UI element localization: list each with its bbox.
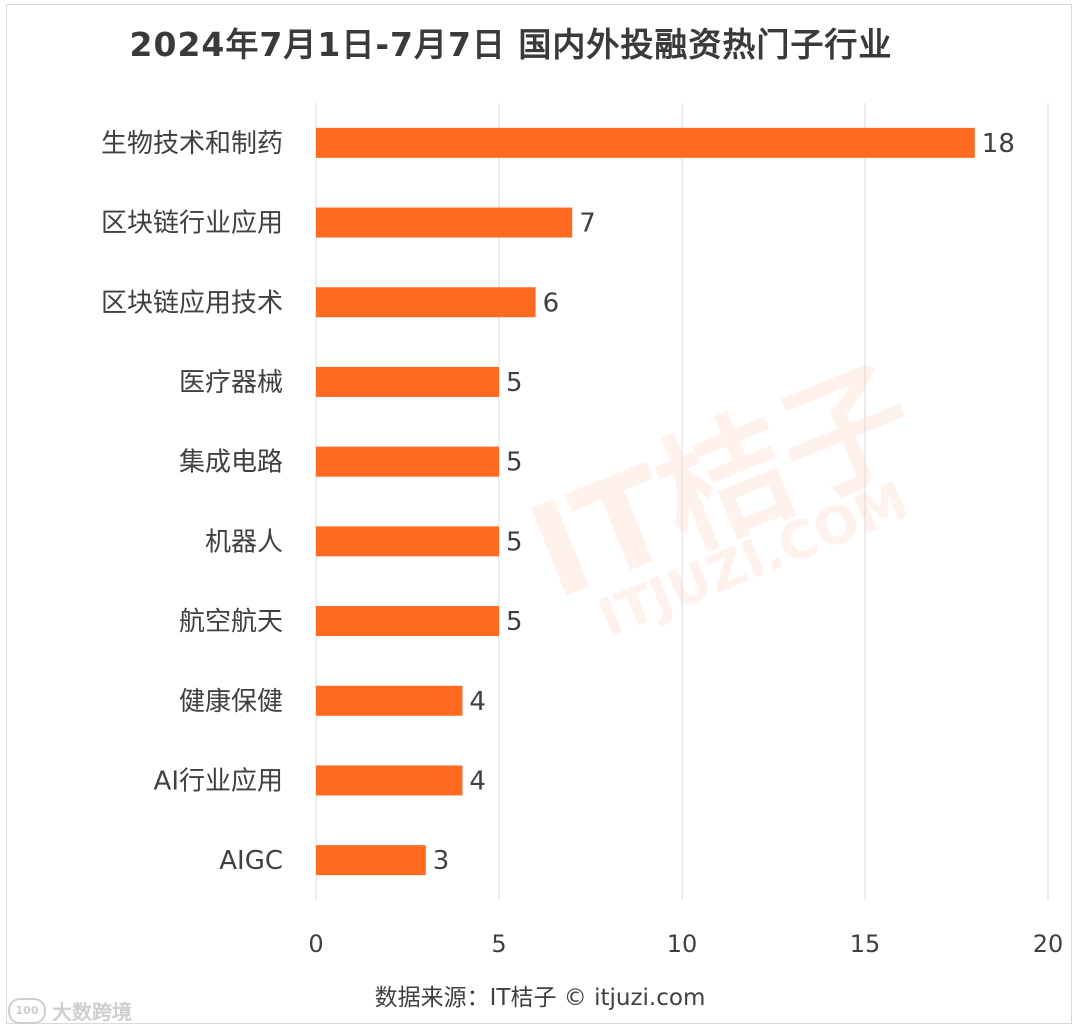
bar bbox=[316, 526, 499, 557]
chart-title: 2024年7月1日-7月7日 国内外投融资热门子行业 bbox=[129, 25, 893, 64]
bar bbox=[316, 366, 499, 397]
x-tick-labels: 0 5 10 15 20 bbox=[308, 930, 1063, 958]
bar bbox=[316, 207, 573, 238]
bar bbox=[316, 845, 426, 876]
category-label: 机器人 bbox=[205, 527, 283, 557]
data-label: 5 bbox=[506, 607, 523, 637]
category-label: 健康保健 bbox=[179, 687, 283, 717]
data-label: 6 bbox=[543, 288, 560, 318]
data-labels: 18 7 6 5 5 5 5 4 4 3 bbox=[433, 129, 1015, 876]
bars bbox=[316, 127, 975, 876]
category-label: 集成电路 bbox=[179, 448, 283, 478]
bar bbox=[316, 446, 499, 477]
category-labels: 生物技术和制药区块链行业应用区块链应用技术医疗器械集成电路机器人航空航天健康保健… bbox=[101, 129, 283, 876]
category-label: 生物技术和制药 bbox=[101, 129, 283, 159]
category-label: 区块链行业应用 bbox=[101, 209, 283, 239]
logo-icon: 100 bbox=[8, 997, 46, 1024]
bar bbox=[316, 606, 499, 637]
bar bbox=[316, 127, 975, 158]
x-tick-label: 0 bbox=[308, 930, 323, 958]
category-label: 医疗器械 bbox=[179, 368, 283, 398]
bar bbox=[316, 287, 536, 318]
category-label: 区块链应用技术 bbox=[101, 288, 283, 318]
chart-frame bbox=[6, 4, 1072, 1024]
corner-logo: 100 大数跨境 bbox=[8, 996, 132, 1025]
data-label: 4 bbox=[469, 766, 486, 796]
category-label: AI行业应用 bbox=[154, 766, 283, 796]
x-tick-label: 20 bbox=[1033, 930, 1064, 958]
data-label: 5 bbox=[506, 368, 523, 398]
data-label: 18 bbox=[982, 129, 1015, 159]
category-label: AIGC bbox=[219, 846, 283, 876]
data-label: 4 bbox=[469, 687, 486, 717]
data-label: 7 bbox=[579, 209, 596, 239]
x-tick-label: 5 bbox=[491, 930, 506, 958]
bar bbox=[316, 685, 463, 716]
corner-logo-text: 大数跨境 bbox=[52, 1000, 132, 1024]
data-label: 3 bbox=[433, 846, 450, 876]
data-label: 5 bbox=[506, 527, 523, 557]
data-label: 5 bbox=[506, 448, 523, 478]
x-tick-label: 10 bbox=[667, 930, 698, 958]
category-label: 航空航天 bbox=[179, 607, 283, 637]
bar bbox=[316, 765, 463, 796]
x-tick-label: 15 bbox=[850, 930, 881, 958]
source-note: 数据来源：IT桔子 © itjuzi.com bbox=[374, 985, 706, 1011]
